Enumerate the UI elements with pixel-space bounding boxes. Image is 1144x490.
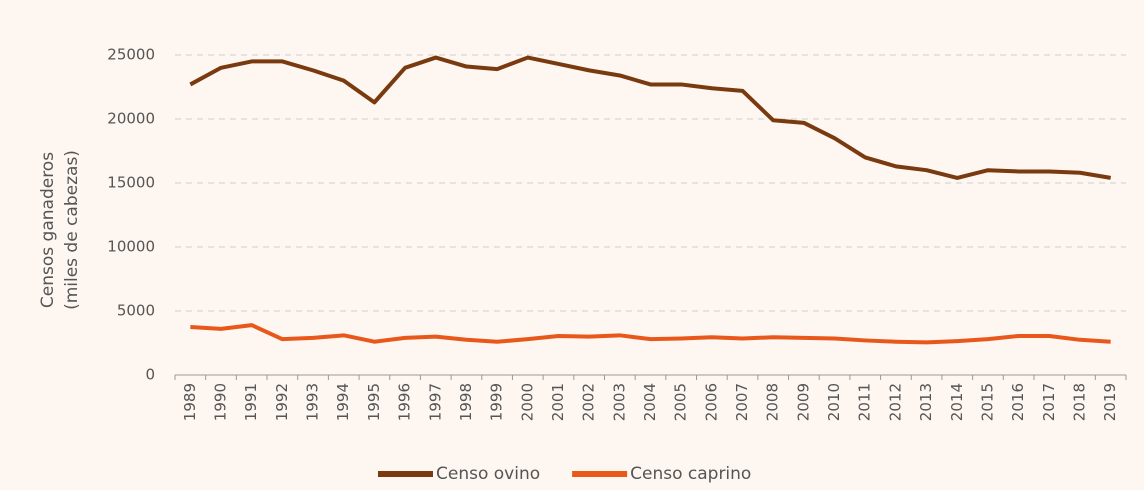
y-tick-label: 15000 xyxy=(107,174,155,192)
x-tick-label: 1995 xyxy=(365,383,383,421)
x-tick-label: 2011 xyxy=(856,383,874,421)
y-axis-label: (miles de cabezas) xyxy=(62,150,82,310)
x-tick-label: 2006 xyxy=(702,383,720,421)
x-tick-label: 1992 xyxy=(273,383,291,421)
x-tick-label: 1994 xyxy=(334,383,352,421)
x-tick-label: 1989 xyxy=(181,383,199,421)
x-tick-label: 2013 xyxy=(917,383,935,421)
x-tick-label: 2012 xyxy=(886,383,904,421)
x-tick-label: 2015 xyxy=(978,383,996,421)
x-tick-label: 2005 xyxy=(672,383,690,421)
x-tick-label: 2003 xyxy=(610,383,628,421)
x-tick-label: 2017 xyxy=(1040,383,1058,421)
x-tick-label: 1990 xyxy=(212,383,230,421)
x-tick-label: 2009 xyxy=(794,383,812,421)
x-tick-label: 1998 xyxy=(457,383,475,421)
y-tick-label: 20000 xyxy=(107,110,155,128)
x-tick-label: 2001 xyxy=(549,383,567,421)
x-tick-label: 2000 xyxy=(518,383,536,421)
x-tick-label: 2010 xyxy=(825,383,843,421)
x-tick-label: 2014 xyxy=(948,383,966,421)
x-tick-label: 1993 xyxy=(304,383,322,421)
legend-label: Censo ovino xyxy=(436,464,540,484)
y-tick-label: 0 xyxy=(145,366,155,384)
y-axis-label: Censos ganaderos xyxy=(38,152,58,308)
x-tick-label: 2018 xyxy=(1070,383,1088,421)
y-tick-label: 10000 xyxy=(107,238,155,256)
x-tick-label: 2002 xyxy=(580,383,598,421)
series-line xyxy=(190,323,1111,345)
x-tick-label: 1997 xyxy=(426,383,444,421)
x-tick-label: 2008 xyxy=(764,383,782,421)
series-line xyxy=(189,55,1111,180)
x-tick-label: 1991 xyxy=(242,383,260,421)
x-tick-label: 2019 xyxy=(1101,383,1119,421)
x-tick-label: 1999 xyxy=(488,383,506,421)
x-tick-label: 2004 xyxy=(641,383,659,421)
x-tick-label: 2016 xyxy=(1009,383,1027,421)
y-tick-label: 5000 xyxy=(117,302,155,320)
x-tick-label: 2007 xyxy=(733,383,751,421)
y-tick-label: 25000 xyxy=(107,46,155,64)
legend-label: Censo caprino xyxy=(630,464,751,484)
x-tick-label: 1996 xyxy=(396,383,414,421)
